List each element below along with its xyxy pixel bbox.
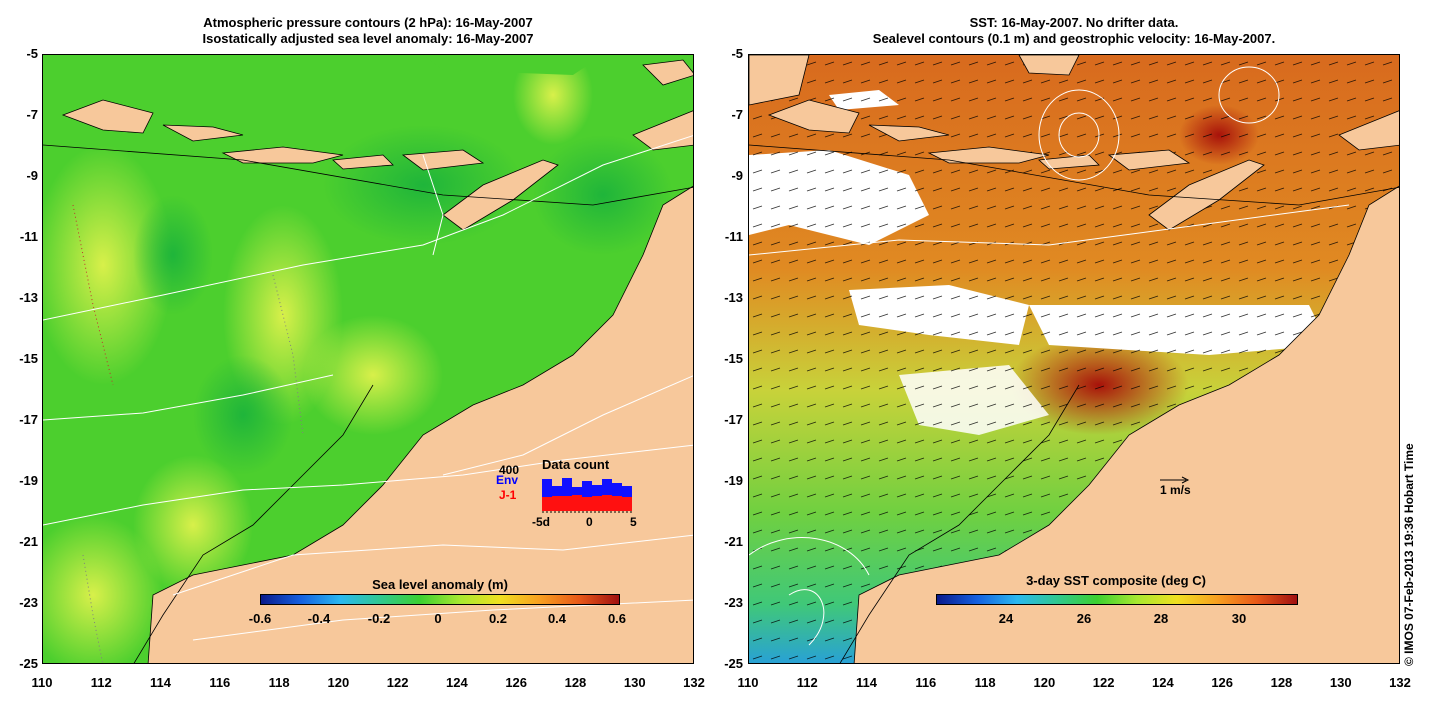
x-tick-label: 122: [386, 675, 409, 690]
y-tick-label: -21: [19, 534, 38, 549]
x-tick-label: 112: [90, 675, 112, 690]
cb-tick: 26: [1076, 611, 1092, 626]
x-tick-label: 130: [1329, 675, 1352, 690]
cb-tick: 0.6: [607, 611, 627, 626]
j1-count-bar: [542, 497, 552, 511]
y-tick-label: -13: [19, 290, 38, 305]
y-tick-label: -7: [26, 107, 38, 122]
right-colorbar-title: 3-day SST composite (deg C): [1026, 573, 1206, 588]
inset-bars: [542, 478, 632, 513]
y-tick-label: -5: [26, 46, 38, 61]
x-tick-label: 118: [268, 675, 290, 690]
left-title-line2: Isostatically adjusted sea level anomaly…: [202, 31, 534, 46]
java-island: [61, 99, 154, 134]
env-count-bar: [542, 479, 552, 511]
x-tick-label: 114: [150, 675, 172, 690]
j1-count-bar: [572, 495, 582, 511]
cb-tick: 28: [1153, 611, 1169, 626]
x-tick-label: 124: [446, 675, 468, 690]
inset-x-label: 0: [586, 515, 593, 529]
inset-env-label: Env: [496, 473, 519, 487]
cb-tick: 0.2: [488, 611, 508, 626]
x-tick-label: 124: [1152, 675, 1174, 690]
right-title-line2: Sealevel contours (0.1 m) and geostrophi…: [872, 31, 1276, 46]
j1-count-bar: [612, 496, 622, 511]
left-title-line1: Atmospheric pressure contours (2 hPa): 1…: [203, 15, 533, 30]
cb-tick: -0.4: [307, 611, 331, 626]
right-colorbar: [936, 594, 1298, 605]
y-tick-label: -23: [724, 595, 743, 610]
sea-level-anomaly-svg: [43, 55, 693, 663]
copyright-notice: © IMOS 07-Feb-2013 19:36 Hobart Time: [1402, 443, 1416, 666]
x-tick-label: 112: [796, 675, 818, 690]
inset-title: Data count: [542, 457, 610, 472]
y-tick-label: -25: [724, 656, 743, 671]
x-tick-label: 110: [31, 675, 53, 690]
x-tick-label: 130: [623, 675, 646, 690]
australia-mainland: [853, 185, 1399, 663]
inset-j1-label: J-1: [499, 488, 517, 502]
inset-max-label: 400: [499, 463, 520, 477]
left-colorbar: [260, 594, 620, 605]
x-tick-label: 128: [564, 675, 587, 690]
right-title: SST: 16-May-2007. No drifter data. Seale…: [748, 15, 1400, 47]
y-tick-label: -7: [731, 107, 743, 122]
velocity-scale-arrow: [1160, 476, 1190, 484]
j1-count-bar: [582, 497, 592, 511]
australia-mainland: [147, 185, 693, 663]
j1-count-bar: [602, 495, 612, 511]
cb-tick: 0: [434, 611, 442, 626]
y-tick-label: -19: [19, 473, 38, 488]
j1-count-bar: [562, 496, 572, 511]
velocity-scale: 1 m/s: [1160, 476, 1220, 498]
env-count-bar: [582, 481, 592, 511]
y-tick-label: -25: [19, 656, 38, 671]
cb-tick: -0.6: [248, 611, 272, 626]
y-tick-label: -11: [19, 229, 38, 244]
sst-map: [748, 54, 1400, 664]
left-colorbar-title: Sea level anomaly (m): [372, 577, 508, 592]
y-tick-label: -15: [19, 351, 38, 366]
y-tick-label: -9: [731, 168, 743, 183]
left-title: Atmospheric pressure contours (2 hPa): 1…: [42, 15, 694, 47]
cb-tick: -0.2: [367, 611, 391, 626]
x-tick-label: 116: [209, 675, 231, 690]
y-tick-label: -9: [26, 168, 38, 183]
x-tick-label: 120: [1033, 675, 1056, 690]
y-tick-label: -15: [724, 351, 743, 366]
y-tick-label: -23: [19, 595, 38, 610]
y-tick-label: -11: [724, 229, 743, 244]
env-count-bar: [562, 478, 572, 511]
x-tick-label: 132: [683, 675, 705, 690]
inset-x-label: 5: [630, 515, 637, 529]
data-count-inset: Data count 400 Env J-1 -5d 0 5: [490, 455, 650, 530]
velocity-scale-label: 1 m/s: [1160, 483, 1191, 497]
sea-level-anomaly-map: [42, 54, 694, 664]
x-tick-label: 126: [505, 675, 528, 690]
right-title-line1: SST: 16-May-2007. No drifter data.: [969, 15, 1179, 30]
x-tick-label: 120: [327, 675, 350, 690]
j1-count-bar: [592, 496, 602, 511]
x-tick-label: 122: [1092, 675, 1115, 690]
x-tick-label: 128: [1270, 675, 1293, 690]
y-tick-label: -21: [724, 534, 743, 549]
x-tick-label: 116: [915, 675, 937, 690]
j1-count-bar: [622, 497, 632, 511]
x-tick-label: 110: [737, 675, 759, 690]
y-tick-label: -5: [731, 46, 743, 61]
y-tick-label: -13: [724, 290, 743, 305]
x-tick-label: 118: [974, 675, 996, 690]
sst-svg: [749, 55, 1399, 663]
y-tick-label: -17: [19, 412, 38, 427]
y-tick-label: -19: [724, 473, 743, 488]
cb-tick: 24: [998, 611, 1014, 626]
y-tick-label: -17: [724, 412, 743, 427]
j1-count-bar: [552, 496, 562, 511]
cb-tick: 0.4: [547, 611, 567, 626]
x-tick-label: 126: [1211, 675, 1234, 690]
x-tick-label: 114: [856, 675, 878, 690]
cb-tick: 30: [1231, 611, 1247, 626]
inset-x-label: -5d: [532, 515, 550, 529]
x-tick-label: 132: [1389, 675, 1411, 690]
